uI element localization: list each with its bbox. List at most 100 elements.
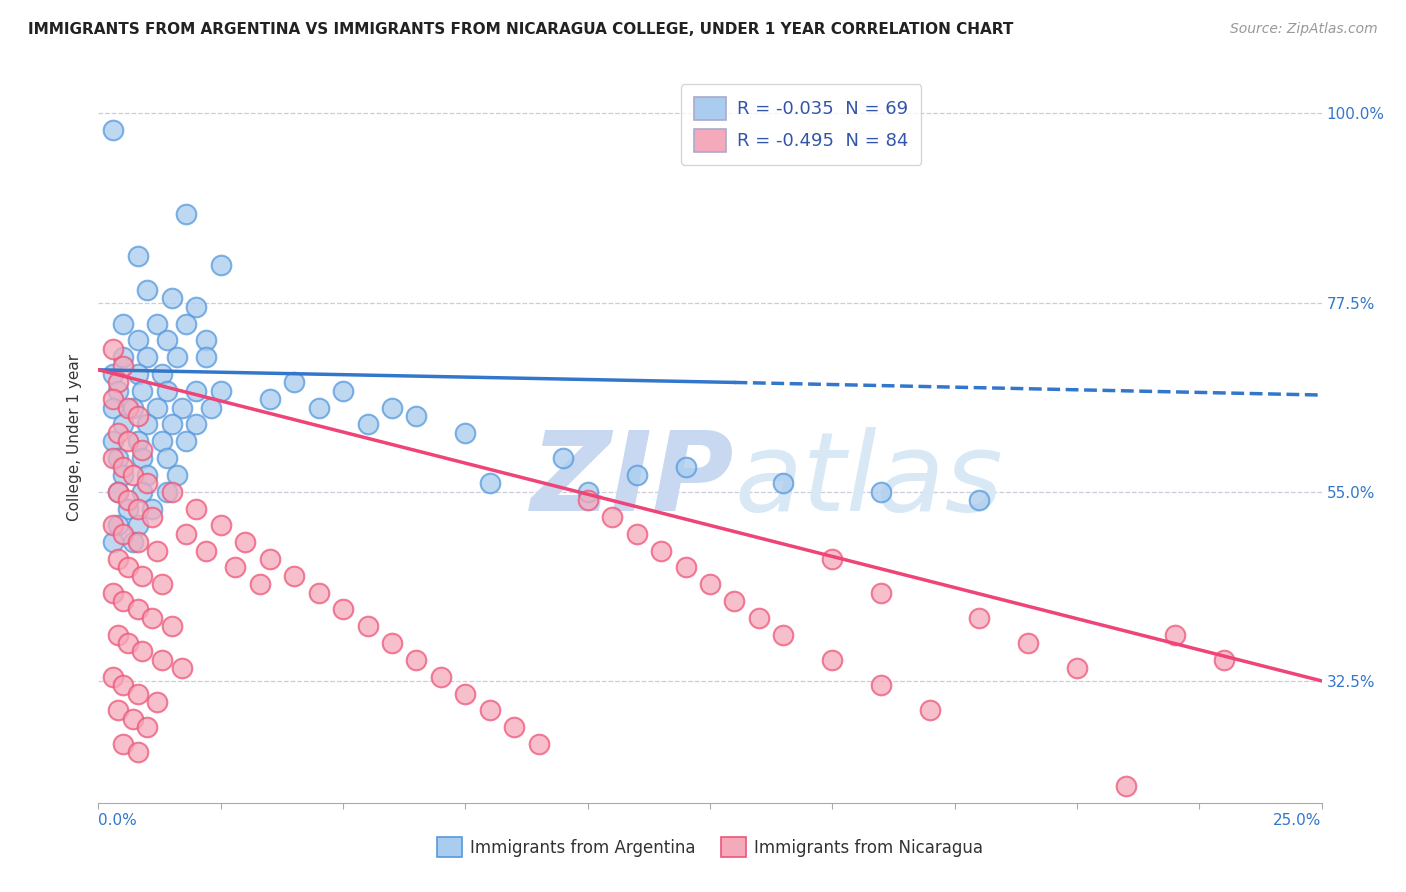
- Point: [117, 636, 139, 650]
- Point: [107, 552, 129, 566]
- Point: [454, 425, 477, 440]
- Point: [723, 594, 745, 608]
- Point: [111, 526, 134, 541]
- Point: [101, 518, 124, 533]
- Point: [249, 577, 271, 591]
- Point: [259, 552, 281, 566]
- Point: [209, 384, 232, 398]
- Point: [626, 526, 648, 541]
- Point: [127, 686, 149, 700]
- Point: [870, 585, 893, 599]
- Point: [146, 317, 169, 331]
- Point: [1115, 779, 1137, 793]
- Point: [356, 417, 378, 432]
- Point: [478, 476, 501, 491]
- Point: [150, 653, 173, 667]
- Point: [675, 560, 697, 574]
- Point: [870, 678, 893, 692]
- Point: [107, 384, 129, 398]
- Point: [111, 459, 134, 474]
- Point: [160, 484, 183, 499]
- Point: [146, 401, 169, 415]
- Point: [176, 317, 198, 331]
- Point: [111, 359, 134, 373]
- Point: [821, 653, 844, 667]
- Point: [1164, 627, 1187, 641]
- Point: [127, 434, 149, 449]
- Point: [675, 459, 697, 474]
- Point: [127, 334, 149, 348]
- Point: [111, 737, 134, 751]
- Text: 0.0%: 0.0%: [98, 813, 138, 828]
- Point: [150, 577, 173, 591]
- Text: ZIP: ZIP: [531, 427, 734, 534]
- Point: [101, 434, 124, 449]
- Point: [454, 686, 477, 700]
- Point: [101, 342, 124, 356]
- Point: [186, 501, 208, 516]
- Point: [107, 451, 129, 466]
- Point: [1017, 636, 1039, 650]
- Point: [101, 123, 124, 137]
- Point: [209, 258, 232, 272]
- Point: [131, 384, 153, 398]
- Point: [209, 518, 232, 533]
- Point: [224, 560, 246, 574]
- Point: [131, 442, 153, 457]
- Point: [160, 619, 183, 633]
- Point: [527, 737, 550, 751]
- Text: 25.0%: 25.0%: [1274, 813, 1322, 828]
- Point: [381, 401, 404, 415]
- Point: [332, 384, 354, 398]
- Point: [136, 467, 159, 482]
- Point: [101, 535, 124, 549]
- Point: [111, 317, 134, 331]
- Point: [1066, 661, 1088, 675]
- Point: [141, 510, 163, 524]
- Point: [308, 401, 330, 415]
- Point: [405, 409, 427, 423]
- Text: IMMIGRANTS FROM ARGENTINA VS IMMIGRANTS FROM NICARAGUA COLLEGE, UNDER 1 YEAR COR: IMMIGRANTS FROM ARGENTINA VS IMMIGRANTS …: [28, 22, 1014, 37]
- Point: [136, 720, 159, 734]
- Point: [101, 401, 124, 415]
- Point: [166, 467, 188, 482]
- Point: [170, 401, 193, 415]
- Point: [160, 417, 183, 432]
- Point: [136, 417, 159, 432]
- Point: [117, 493, 139, 508]
- Point: [131, 569, 153, 583]
- Point: [650, 543, 672, 558]
- Point: [107, 425, 129, 440]
- Point: [101, 451, 124, 466]
- Point: [127, 409, 149, 423]
- Point: [127, 745, 149, 759]
- Legend: Immigrants from Argentina, Immigrants from Nicaragua: Immigrants from Argentina, Immigrants fr…: [430, 830, 990, 864]
- Point: [772, 476, 794, 491]
- Point: [186, 384, 208, 398]
- Point: [146, 543, 169, 558]
- Point: [699, 577, 721, 591]
- Point: [127, 518, 149, 533]
- Point: [176, 434, 198, 449]
- Point: [127, 249, 149, 263]
- Point: [308, 585, 330, 599]
- Point: [101, 670, 124, 684]
- Point: [200, 401, 222, 415]
- Point: [170, 661, 193, 675]
- Point: [117, 434, 139, 449]
- Point: [117, 501, 139, 516]
- Point: [156, 334, 179, 348]
- Point: [195, 334, 218, 348]
- Point: [967, 611, 990, 625]
- Point: [136, 350, 159, 364]
- Point: [127, 367, 149, 381]
- Point: [381, 636, 404, 650]
- Text: atlas: atlas: [734, 427, 1002, 534]
- Point: [920, 703, 942, 717]
- Point: [259, 392, 281, 407]
- Point: [146, 695, 169, 709]
- Point: [101, 392, 124, 407]
- Point: [107, 376, 129, 390]
- Point: [107, 484, 129, 499]
- Point: [127, 602, 149, 616]
